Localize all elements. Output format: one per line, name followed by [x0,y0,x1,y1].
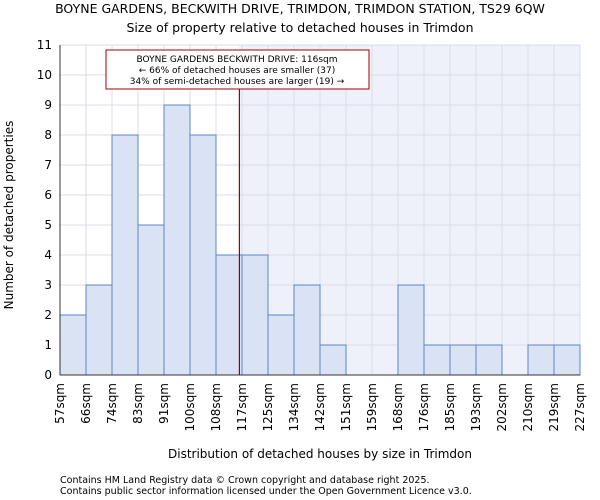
x-axis-label: Distribution of detached houses by size … [168,447,472,461]
bar [85,284,113,376]
y-tick-label: 5 [44,218,52,232]
bar [215,254,243,376]
annotation-line-2: ← 66% of detached houses are smaller (37… [139,66,336,76]
bar [137,224,165,376]
chart-title: BOYNE GARDENS, BECKWITH DRIVE, TRIMDON, … [55,1,545,16]
bar [475,344,503,376]
x-tick-label: 142sqm [313,383,327,431]
x-tick-label: 159sqm [365,383,379,431]
annotation-line-1: BOYNE GARDENS BECKWITH DRIVE: 116sqm [136,55,337,65]
bar [111,134,139,376]
x-tick-label: 108sqm [209,383,223,431]
bar [163,104,191,376]
x-tick-label: 74sqm [105,383,119,424]
x-tick-label: 202sqm [495,383,509,431]
chart-subtitle: Size of property relative to detached ho… [126,20,473,35]
footer-line-1: Contains HM Land Registry data © Crown c… [60,475,430,486]
y-tick-label: 4 [44,248,52,262]
x-tick-label: 66sqm [79,383,93,424]
bar [319,344,347,376]
x-tick-label: 193sqm [469,383,483,431]
y-tick-label: 9 [44,98,52,112]
annotation-box [105,49,370,90]
property-annotation: BOYNE GARDENS BECKWITH DRIVE: 116sqm ← 6… [105,49,370,90]
x-tick-label: 219sqm [547,383,561,431]
bar [527,344,555,376]
y-axis-label: Number of detached properties [2,121,16,310]
x-tick-label: 117sqm [235,383,249,431]
y-tick-label: 6 [44,188,52,202]
x-tick-label: 91sqm [157,383,171,424]
y-tick-label: 7 [44,158,52,172]
y-tick-label: 8 [44,128,52,142]
bar [59,314,87,376]
bar [553,344,581,376]
plot-area: 0 1 2 3 4 5 6 7 8 9 10 11 57sqm 66sqm 74sqm 83sqm 91sqm 1… [37,38,587,431]
y-tick-label: 1 [44,338,52,352]
y-tick-label: 3 [44,278,52,292]
bar [189,134,217,376]
bar [397,284,425,376]
footer-line-2: Contains public sector information licen… [60,486,472,497]
y-tick-label: 2 [44,308,52,322]
annotation-line-3: 34% of semi-detached houses are larger (… [130,77,345,87]
x-tick-label: 100sqm [183,383,197,431]
x-tick-label: 168sqm [391,383,405,431]
bar [241,254,269,376]
y-tick-label: 11 [37,38,52,52]
bar [267,314,295,376]
x-tick-label: 227sqm [573,383,587,431]
bar [293,284,321,376]
x-tick-label: 176sqm [417,383,431,431]
x-tick-label: 151sqm [339,383,353,431]
x-tick-label: 210sqm [521,383,535,431]
x-tick-label: 134sqm [287,383,301,431]
y-tick-label: 10 [37,68,52,82]
x-tick-label: 57sqm [53,383,67,424]
x-tick-label: 83sqm [131,383,145,424]
x-tick-label: 125sqm [261,383,275,431]
y-tick-label: 0 [44,368,52,382]
x-tick-label: 185sqm [443,383,457,431]
bar [449,344,477,376]
bar [423,344,451,376]
